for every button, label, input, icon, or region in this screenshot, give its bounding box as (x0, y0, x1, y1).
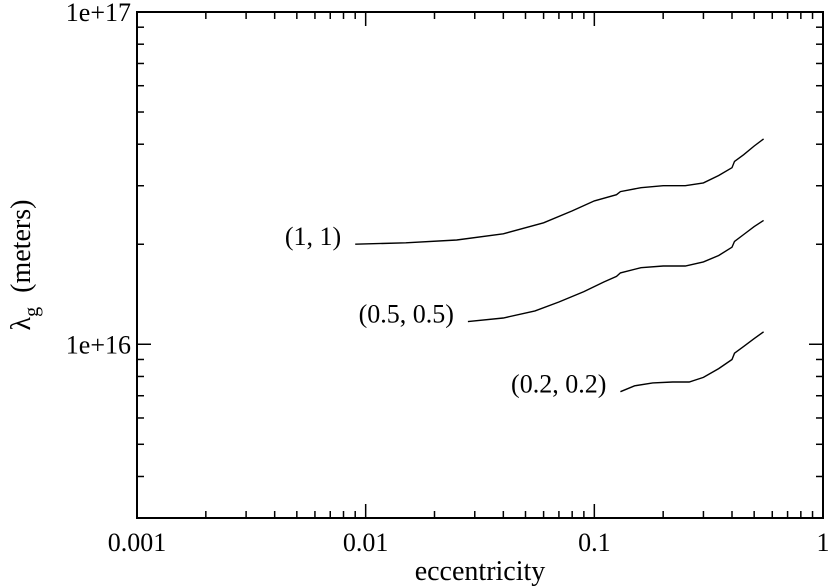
series-label-2: (0.5, 0.5) (359, 300, 454, 329)
series-label-3: (0.2, 0.2) (511, 370, 606, 399)
y-axis-label-subscript: g (21, 307, 43, 317)
plot-frame (136, 11, 824, 519)
series-line-2 (467, 219, 764, 323)
series-line-3 (620, 331, 765, 393)
x-axis-tick-labels: 0.001 0.01 0.1 1 (108, 528, 830, 557)
y-axis-label-unit: (meters) (6, 200, 37, 293)
y-axis-label-symbol: λ (6, 316, 37, 330)
series-labels: (1, 1) (0.5, 0.5) (0.2, 0.2) (285, 222, 607, 398)
x-tick-label: 0.001 (108, 528, 167, 557)
x-tick-label: 0.1 (578, 528, 611, 557)
y-axis-label: λg (meters) (6, 200, 43, 331)
x-tick-label: 1 (817, 528, 830, 557)
y-axis-ticks (137, 11, 823, 519)
y-tick-label: 1e+17 (66, 0, 131, 27)
series-line-1 (355, 138, 765, 245)
x-axis-label: eccentricity (415, 556, 546, 587)
data-series (355, 138, 765, 393)
y-tick-label: 1e+16 (66, 330, 131, 359)
x-tick-label: 0.01 (343, 528, 389, 557)
series-label-1: (1, 1) (285, 222, 341, 251)
y-axis-tick-labels: 1e+16 1e+17 (66, 0, 131, 359)
x-axis-ticks (136, 12, 824, 518)
